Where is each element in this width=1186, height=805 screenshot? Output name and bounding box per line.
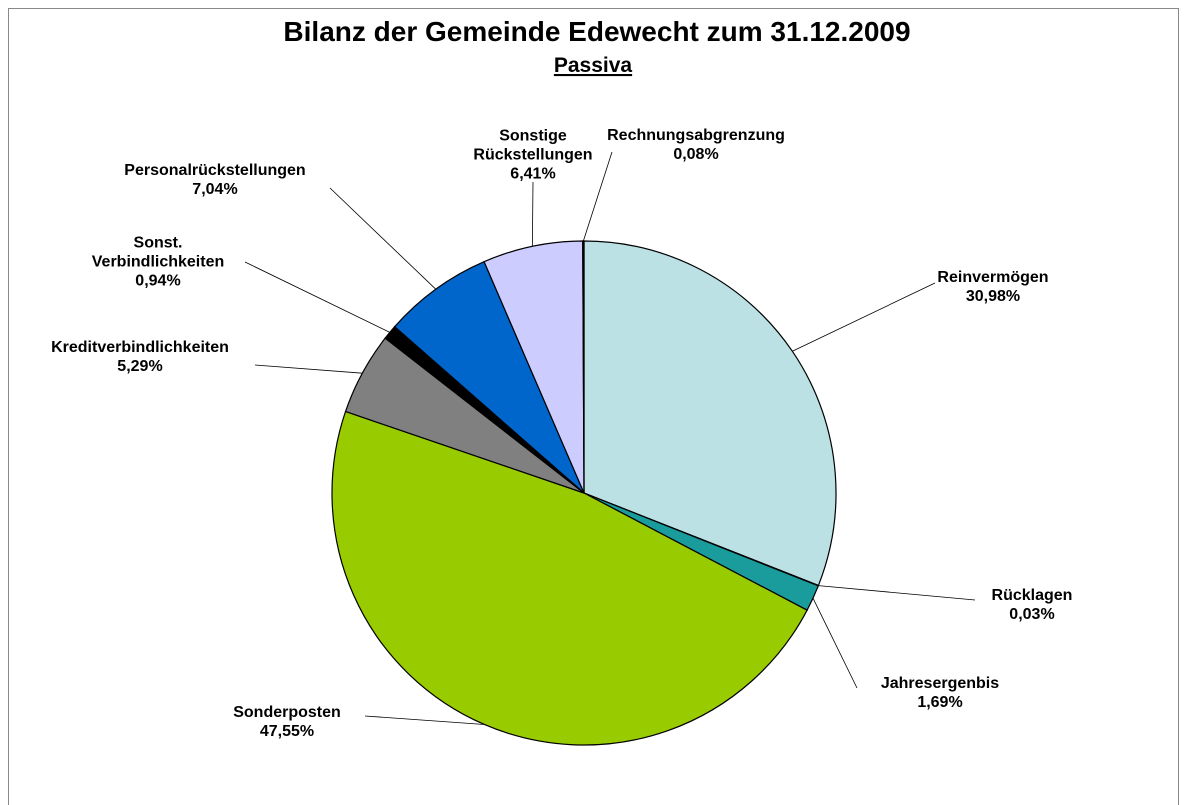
- pie-slice: [331, 410, 808, 746]
- value-label: 0,08%: [673, 146, 719, 163]
- category-label: Personalrückstellungen: [124, 162, 306, 179]
- slice-label: Kreditverbindlichkeiten 5,29%: [51, 338, 229, 376]
- leader-line: [329, 187, 437, 290]
- value-label: 47,55%: [259, 723, 315, 740]
- leader-line: [531, 181, 534, 247]
- value-label: 0,94%: [135, 272, 181, 290]
- value-label: 30,98%: [965, 288, 1021, 305]
- slice-label: Jahresergenbis 1,69%: [881, 674, 999, 712]
- slice-label: Rechnungsabgrenzung 0,08%: [607, 126, 785, 164]
- value-label: 5,29%: [117, 358, 163, 375]
- category-label: Reinvermögen: [937, 269, 1049, 286]
- slice-label: Rücklagen 0,03%: [992, 586, 1073, 624]
- category-label: Sonderposten: [233, 704, 341, 721]
- leader-line: [254, 364, 363, 374]
- slice-label: Sonst. Verbindlichkeiten 0,94%: [92, 234, 224, 291]
- pie-slice: [393, 260, 585, 494]
- leader-line: [818, 585, 976, 601]
- chart-title: Bilanz der Gemeinde Edewecht zum 31.12.2…: [283, 16, 910, 47]
- leader-line: [582, 151, 613, 242]
- category-label: Rechnungsabgrenzung: [607, 127, 785, 144]
- pie-slice: [583, 240, 837, 587]
- value-label: 6,41%: [510, 165, 556, 183]
- leader-line: [244, 261, 391, 333]
- category-label: Kreditverbindlichkeiten: [51, 339, 229, 356]
- category-label: Rücklagen: [991, 587, 1073, 604]
- leader-line: [792, 282, 936, 352]
- frame: [8, 8, 1179, 805]
- slice-label: Sonderposten 47,55%: [233, 703, 341, 741]
- leader-line: [364, 715, 485, 725]
- leader-line: [812, 597, 858, 689]
- category-label: Sonst. Verbindlichkeiten: [91, 234, 225, 271]
- slice-label: Sonstige Rückstellungen 6,41%: [473, 127, 592, 184]
- category-label: Sonstige Rückstellungen: [473, 127, 593, 164]
- slice-label: Reinvermögen 30,98%: [937, 268, 1048, 306]
- value-label: 1,69%: [917, 694, 963, 711]
- category-label: Jahresergenbis: [880, 675, 1000, 692]
- chart-subtitle: Passiva: [554, 54, 633, 77]
- slice-label: Personalrückstellungen 7,04%: [124, 161, 305, 199]
- value-label: 0,03%: [1009, 606, 1055, 623]
- value-label: 7,04%: [192, 181, 238, 198]
